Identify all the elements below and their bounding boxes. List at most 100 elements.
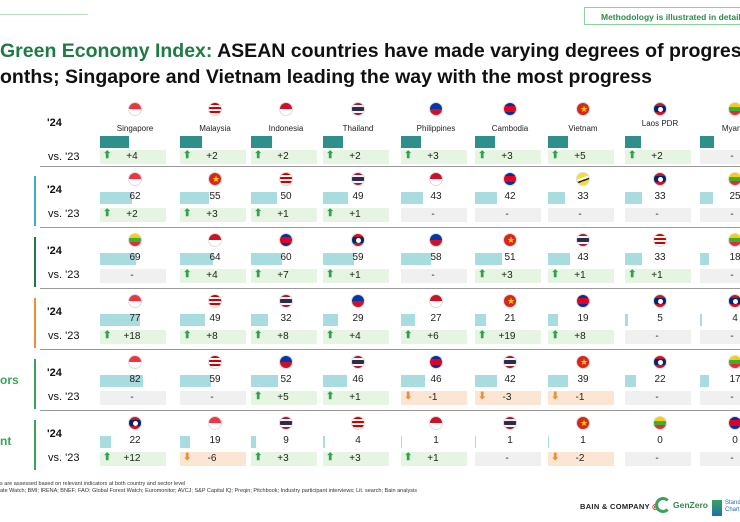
- sec4-7-delta: -: [625, 452, 691, 466]
- sec3-4-value: 46: [430, 374, 442, 385]
- sec3-7-flag-icon: [653, 355, 667, 369]
- sec0-8-value: 25: [729, 191, 740, 202]
- sec2-6-value: 19: [577, 313, 589, 324]
- up-arrow-icon: ⬆: [326, 208, 335, 219]
- header-7-delta: ⬆ +2: [625, 150, 691, 164]
- header-0-value: 55: [129, 136, 141, 147]
- sec1-0-bar: [100, 253, 136, 265]
- sec3-1-value: 59: [209, 374, 221, 385]
- country-name: Laos PDR: [641, 119, 679, 128]
- up-arrow-icon: ⬆: [103, 452, 112, 463]
- header-5-flag-icon: [503, 102, 517, 116]
- sec2-0-bar: [100, 314, 141, 326]
- row-label-24: '24: [47, 245, 62, 257]
- country-name: Vietnam: [568, 124, 598, 133]
- up-arrow-icon: ⬆: [326, 452, 335, 463]
- sec2-7-bar: [625, 314, 628, 326]
- separator: [40, 288, 740, 289]
- country-name: Singapore: [116, 124, 154, 133]
- sec4-3-bar: [323, 436, 326, 448]
- sec0-0-delta: ⬆ +2: [100, 208, 166, 222]
- sec0-3-value: 49: [352, 191, 364, 202]
- country-name: Myanm: [721, 124, 740, 133]
- header-4-delta: ⬆ +3: [401, 150, 467, 164]
- sec4-5-delta: -: [475, 452, 541, 466]
- sec0-2-delta: ⬆ +1: [251, 208, 317, 222]
- sec0-7-delta: -: [625, 208, 691, 222]
- sec0-5-bar: [475, 192, 497, 204]
- sec1-2-bar: [251, 253, 283, 265]
- sec1-1-value: 64: [209, 252, 221, 263]
- sec4-5-flag-icon: [503, 416, 517, 430]
- sec2-6-flag-icon: [576, 294, 590, 308]
- up-arrow-icon: ⬆: [551, 330, 560, 341]
- sec2-1-delta: ⬆ +8: [180, 330, 246, 344]
- sec0-4-delta: -: [401, 208, 467, 222]
- sec4-1-value: 19: [209, 435, 221, 446]
- up-arrow-icon: ⬆: [404, 330, 413, 341]
- sec2-8-bar: [700, 314, 703, 326]
- header-8-delta: -: [700, 150, 740, 164]
- footnote-1: s are assessed based on relevant indicat…: [0, 481, 186, 487]
- sec3-8-flag-icon: [728, 355, 740, 369]
- header-5-delta: ⬆ +3: [475, 150, 541, 164]
- sec3-7-bar: [625, 375, 637, 387]
- sec2-3-flag-icon: [351, 294, 365, 308]
- header-0-flag-icon: [128, 102, 142, 116]
- bain-logo: BAIN & COMPANY ◎: [580, 502, 660, 511]
- row-label-24: '24: [47, 367, 62, 379]
- sec4-4-bar: [401, 436, 402, 448]
- header-0-bar: [100, 136, 129, 148]
- sec1-7-flag-icon: [653, 233, 667, 247]
- sec0-1-delta: ⬆ +3: [180, 208, 246, 222]
- header-4-flag-icon: [429, 102, 443, 116]
- methodology-note[interactable]: Methodology is illustrated in detail in: [584, 7, 740, 25]
- up-arrow-icon: ⬆: [183, 330, 192, 341]
- header-2-value: 41: [280, 136, 292, 147]
- header-3-bar: [323, 136, 344, 148]
- sec1-4-value: 58: [430, 252, 442, 263]
- sec2-4-delta: ⬆ +6: [401, 330, 467, 344]
- header-7-value: 30: [654, 136, 666, 147]
- header-6-flag-icon: ★: [576, 102, 590, 116]
- sec4-6-bar: [548, 436, 549, 448]
- sec3-2-bar: [251, 375, 279, 387]
- sec4-1-delta: ⬇ -6: [180, 452, 246, 466]
- separator: [40, 166, 740, 167]
- sec3-2-value: 52: [280, 374, 292, 385]
- up-arrow-icon: ⬆: [103, 208, 112, 219]
- header-7-flag-icon: [653, 102, 667, 116]
- sec2-6-delta: ⬆ +8: [548, 330, 614, 344]
- row-label-vs: vs. '23: [48, 269, 80, 281]
- header-6-delta: ⬆ +5: [548, 150, 614, 164]
- section-bar-0: [34, 176, 36, 226]
- section-bar-2: [34, 298, 36, 348]
- header-7-bar: [625, 136, 641, 148]
- up-arrow-icon: ⬆: [326, 269, 335, 280]
- sec2-2-bar: [251, 314, 268, 326]
- sec0-0-value: 62: [129, 191, 141, 202]
- sec0-0-bar: [100, 192, 133, 204]
- sec1-8-delta: -: [700, 269, 740, 283]
- sec3-0-value: 82: [129, 374, 141, 385]
- up-arrow-icon: ⬆: [254, 150, 263, 161]
- sec3-5-bar: [475, 375, 497, 387]
- sec0-8-delta: -: [700, 208, 740, 222]
- up-arrow-icon: ⬆: [628, 269, 637, 280]
- country-name: Cambodia: [491, 124, 529, 133]
- down-arrow-icon: ⬇: [478, 391, 487, 402]
- sec2-4-value: 27: [430, 313, 442, 324]
- header-3-value: 39: [352, 136, 364, 147]
- sec2-3-delta: ⬆ +4: [323, 330, 389, 344]
- sec4-1-bar: [180, 436, 190, 448]
- sec3-3-bar: [323, 375, 347, 387]
- header-2-flag-icon: [279, 102, 293, 116]
- sec2-2-value: 32: [280, 313, 292, 324]
- sec3-4-bar: [401, 375, 425, 387]
- sec0-1-bar: [180, 192, 209, 204]
- sec3-4-delta: ⬇ -1: [401, 391, 467, 405]
- sec0-5-flag-icon: [503, 172, 517, 186]
- down-arrow-icon: ⬇: [551, 391, 560, 402]
- sec4-8-value: 0: [732, 435, 738, 446]
- up-arrow-icon: ⬆: [404, 452, 413, 463]
